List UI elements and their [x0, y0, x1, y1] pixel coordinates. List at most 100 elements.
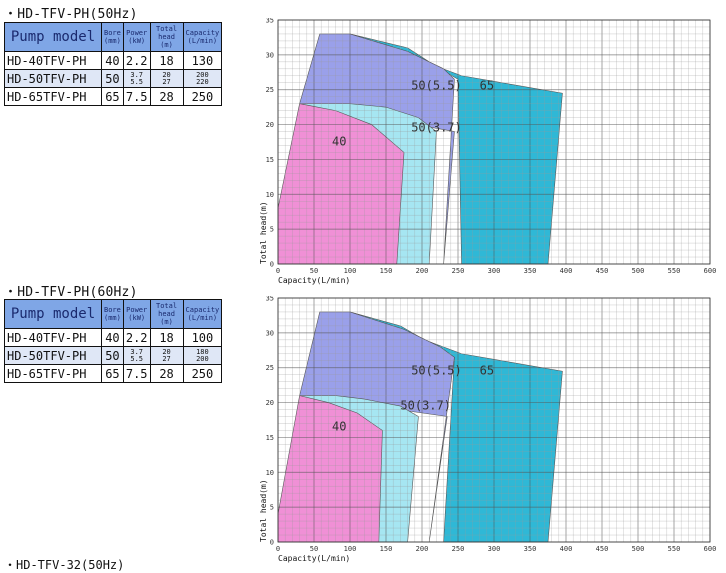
y-tick-label: 5: [270, 504, 274, 512]
section-title-50hz: ・HD-TFV-PH(50Hz): [4, 7, 138, 22]
cell-bore: 40: [101, 51, 124, 70]
x-tick-label: 600: [704, 267, 717, 275]
cell-model: HD-50TFV-PH: [4, 346, 102, 365]
x-tick-label: 250: [452, 267, 465, 275]
y-tick-label: 10: [266, 191, 274, 199]
header-pump-model: Pump model: [4, 22, 102, 52]
series-label: 40: [332, 134, 346, 148]
x-tick-label: 50: [310, 545, 318, 553]
cell-head: 20 27: [149, 346, 184, 365]
y-axis-label: Total head(m): [259, 201, 268, 264]
cell-model: HD-65TFV-PH: [4, 87, 102, 106]
cell-head: 28: [149, 364, 184, 383]
y-tick-label: 30: [266, 51, 274, 59]
x-tick-label: 300: [488, 545, 501, 553]
header-total-head: Total head (m): [149, 22, 184, 52]
performance-chart-50hz: 0 50 100 150 200 250 300 350 400 450 500 550 600 0 5 10…: [259, 18, 717, 285]
cell-bore: 40: [101, 328, 124, 347]
y-tick-label: 5: [270, 226, 274, 234]
header-total-head: Total head (m): [149, 299, 184, 329]
x-tick-label: 200: [416, 267, 429, 275]
x-tick-label: 500: [632, 545, 645, 553]
header-power: Power (kW): [122, 299, 151, 329]
header-bore: Bore (mm): [101, 22, 124, 52]
cell-bore: 50: [101, 69, 124, 88]
series-label: 50(5.5): [411, 364, 462, 378]
cell-capacity: 250: [182, 87, 223, 106]
x-tick-label: 550: [668, 545, 681, 553]
cell-capacity: 250: [182, 364, 223, 383]
series-label: 40: [332, 419, 346, 433]
x-tick-label: 100: [344, 545, 357, 553]
table-header-row: Pump model Bore (mm) Power (kW) Total head…: [4, 22, 223, 52]
section-title-cut: ・HD-TFV-32(50Hz): [4, 558, 125, 572]
cell-power: 2.2: [122, 51, 151, 70]
table-row: HD-65TFV-PH 65 7.5 28 250: [4, 87, 223, 106]
x-tick-label: 150: [380, 267, 393, 275]
y-axis-label: Total head(m): [259, 479, 268, 542]
y-tick-label: 15: [266, 434, 274, 442]
y-tick-label: 15: [266, 156, 274, 164]
cell-model: HD-50TFV-PH: [4, 69, 102, 88]
cell-head: 28: [149, 87, 184, 106]
cell-head: 20 27: [149, 69, 184, 88]
cell-power: 7.5: [122, 87, 151, 106]
cell-capacity: 180 200: [182, 346, 223, 365]
y-tick-label: 0: [270, 261, 274, 269]
table-row: HD-40TFV-PH 40 2.2 18 100: [4, 328, 223, 347]
x-tick-label: 300: [488, 267, 501, 275]
cell-model: HD-65TFV-PH: [4, 364, 102, 383]
table-row: HD-40TFV-PH 40 2.2 18 130: [4, 51, 223, 70]
table-row: HD-50TFV-PH 50 3.7 5.5 20 27 180 200: [4, 346, 223, 365]
header-pump-model: Pump model: [4, 299, 102, 329]
table-row: HD-65TFV-PH 65 7.5 28 250: [4, 364, 223, 383]
y-tick-label: 35: [266, 18, 274, 25]
series-label: 65: [480, 364, 494, 378]
cell-bore: 65: [101, 87, 124, 106]
x-tick-label: 350: [524, 545, 537, 553]
y-tick-label: 10: [266, 469, 274, 477]
x-tick-label: 400: [560, 267, 573, 275]
plot-frame: [277, 19, 711, 265]
y-tick-label: 25: [266, 86, 274, 94]
header-bore: Bore (mm): [101, 299, 124, 329]
table-row: HD-50TFV-PH 50 3.7 5.5 20 27 200 220: [4, 69, 223, 88]
x-tick-label: 50: [310, 267, 318, 275]
y-tick-label: 0: [270, 539, 274, 547]
table-header-row: Pump model Bore (mm) Power (kW) Total head…: [4, 299, 223, 329]
y-tick-label: 25: [266, 364, 274, 372]
cell-bore: 65: [101, 364, 124, 383]
y-tick-label: 35: [266, 296, 274, 303]
series-label: 50(3.7): [400, 399, 451, 413]
spec-table-50hz: Pump model Bore (mm) Power (kW) Total head…: [4, 22, 223, 106]
cell-head: 18: [149, 328, 184, 347]
x-tick-label: 500: [632, 267, 645, 275]
x-axis-label: Capacity(L/min): [278, 276, 350, 285]
series-label: 50(5.5): [411, 79, 462, 93]
y-tick-label: 30: [266, 329, 274, 337]
header-power: Power (kW): [122, 22, 151, 52]
cell-model: HD-40TFV-PH: [4, 328, 102, 347]
plot-frame: [277, 297, 711, 543]
cell-capacity: 100: [182, 328, 223, 347]
cell-capacity: 130: [182, 51, 223, 70]
x-tick-label: 550: [668, 267, 681, 275]
cell-bore: 50: [101, 346, 124, 365]
series-label: 65: [480, 79, 494, 93]
section-title-60hz: ・HD-TFV-PH(60Hz): [4, 285, 138, 300]
y-tick-label: 20: [266, 399, 274, 407]
x-tick-label: 250: [452, 545, 465, 553]
x-tick-label: 100: [344, 267, 357, 275]
cell-power: 7.5: [122, 364, 151, 383]
series-label: 50(3.7): [411, 121, 462, 135]
cell-power: 2.2: [122, 328, 151, 347]
cell-model: HD-40TFV-PH: [4, 51, 102, 70]
x-axis-label: Capacity(L/min): [278, 554, 350, 563]
header-capacity: Capacity (L/min): [182, 22, 223, 52]
x-tick-label: 600: [704, 545, 717, 553]
x-tick-label: 200: [416, 545, 429, 553]
x-tick-label: 450: [596, 545, 609, 553]
y-tick-label: 20: [266, 121, 274, 129]
cell-power: 3.7 5.5: [122, 69, 151, 88]
x-tick-label: 450: [596, 267, 609, 275]
